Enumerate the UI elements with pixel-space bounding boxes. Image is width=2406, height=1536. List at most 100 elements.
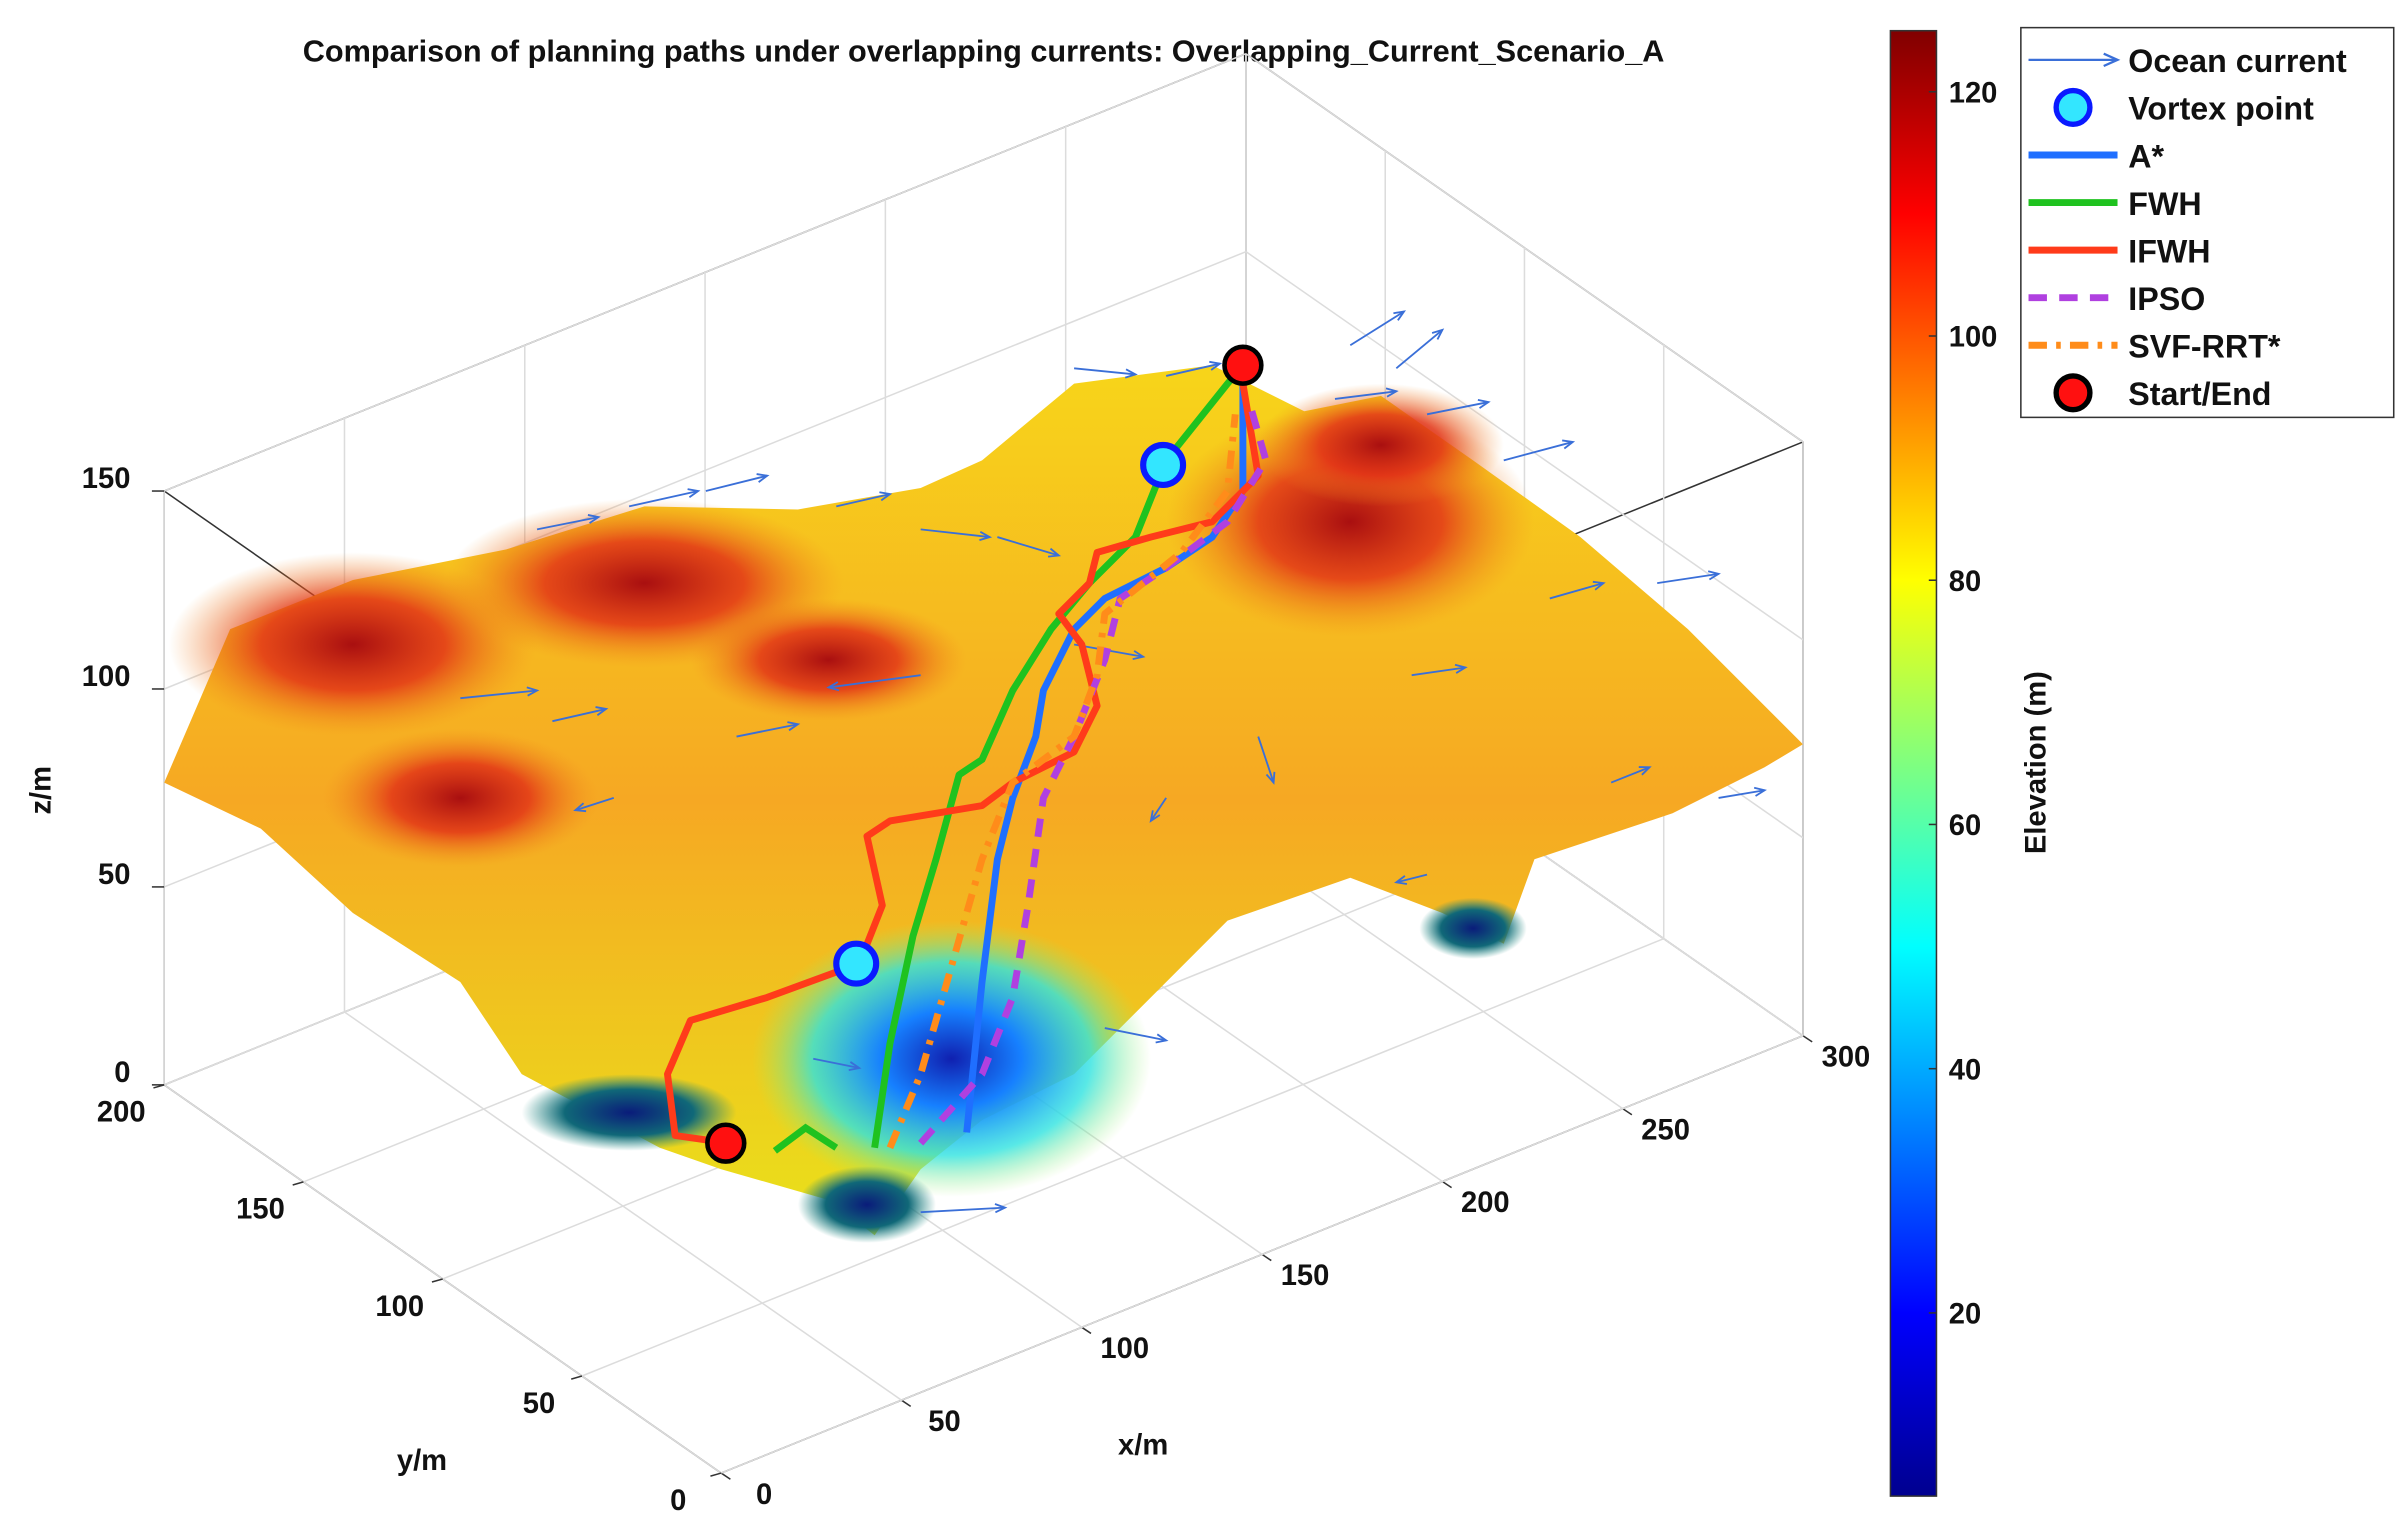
y-tick-label: 0 [670, 1485, 686, 1517]
current-arrow-head [1209, 360, 1223, 371]
current-arrow-head [1132, 650, 1146, 661]
current-arrow [1396, 873, 1428, 884]
current-arrow-head [1124, 368, 1138, 379]
current-arrow-head [1394, 875, 1408, 885]
current-arrow-head [848, 1061, 862, 1072]
z-tick-label: 150 [82, 463, 131, 495]
legend-swatch [2053, 87, 2093, 127]
current-arrow [828, 674, 921, 689]
current-arrow-head [1454, 663, 1468, 674]
tick-mark [1622, 1108, 1633, 1116]
current-arrow-head [1477, 398, 1491, 409]
z-tick-label: 50 [98, 859, 130, 891]
paths [460, 310, 1767, 1214]
current-arrow [836, 493, 891, 508]
x-tick-label: 100 [1100, 1333, 1149, 1365]
current-arrow [628, 490, 699, 508]
current-arrow-head [573, 802, 587, 813]
current-arrow-head [1592, 580, 1606, 591]
colorbar-tick-label: 120 [1949, 78, 1998, 110]
y-tick-label: 150 [236, 1194, 285, 1226]
legend-label: IFWH [2128, 233, 2210, 269]
start-end-point [705, 1122, 747, 1164]
current-arrow [460, 689, 538, 700]
current-arrow-head [994, 1203, 1008, 1214]
current-arrow-head [1562, 439, 1576, 450]
legend-swatch [2103, 52, 2121, 68]
x-tick-label: 0 [756, 1479, 772, 1511]
current-arrow [1395, 329, 1443, 369]
legend: Ocean current Vortex point A* FWH IFWH IPSO SV… [2020, 26, 2395, 419]
vortex-point [833, 940, 880, 987]
current-arrow-head [1149, 810, 1161, 823]
tick-mark [1261, 1253, 1272, 1262]
current-arrow [1426, 401, 1489, 416]
current-arrow-head [756, 473, 770, 483]
legend-label: SVF-RRT* [2128, 329, 2281, 365]
tick-mark [570, 1375, 583, 1380]
current-arrow [1334, 390, 1397, 400]
grid-line [1245, 53, 1804, 443]
current-arrow [1610, 766, 1650, 784]
grid-line [720, 1035, 1804, 1474]
tick-mark [431, 1278, 443, 1283]
current-arrow [1165, 362, 1221, 377]
current-arrow [920, 528, 990, 538]
vortex-point [1140, 441, 1187, 488]
z-axis-label: z/m [26, 766, 58, 815]
current-arrow [1257, 736, 1275, 783]
tick-mark [720, 1472, 731, 1480]
tick-mark [1441, 1180, 1453, 1189]
legend-label: Ocean current [2128, 43, 2347, 79]
colorbar-scale [1889, 29, 1938, 1497]
x-tick-label: 250 [1641, 1114, 1690, 1146]
current-arrow [1503, 441, 1574, 462]
colorbar: 20 40 60 80 100 120 Elevation (m) [1889, 29, 2052, 1497]
current-arrow-head [1047, 547, 1062, 558]
legend-label: FWH [2128, 186, 2201, 222]
legend-label: Vortex point [2128, 91, 2314, 127]
x-tick-label: 200 [1461, 1187, 1510, 1219]
current-arrow-head [1707, 570, 1721, 581]
current-arrow [1074, 367, 1136, 376]
current-arrow-head [687, 488, 701, 499]
current-arrow-head [979, 531, 993, 542]
current-arrow [552, 708, 607, 723]
legend-label: Start/End [2128, 376, 2271, 412]
current-arrow [575, 797, 615, 812]
current-arrow [1718, 789, 1765, 799]
current-arrow [813, 1057, 860, 1069]
colorbar-tick-label: 60 [1949, 810, 1981, 842]
x-tick-label: 50 [928, 1406, 960, 1438]
chart-title: Comparison of planning paths under overl… [303, 33, 1665, 68]
current-arrow [1104, 1027, 1167, 1042]
current-arrow-head [1385, 387, 1399, 398]
planned-path [772, 1123, 839, 1154]
x-tick-label: 150 [1281, 1260, 1330, 1292]
current-arrow-head [879, 491, 893, 502]
start-end-point [1222, 344, 1264, 386]
tick-mark [901, 1399, 912, 1407]
current-arrow-head [587, 514, 601, 524]
current-arrow [997, 536, 1060, 557]
current-arrow [1349, 310, 1405, 347]
current-arrow [1657, 572, 1719, 585]
x-axis-label: x/m [1118, 1430, 1168, 1462]
tick-mark [292, 1181, 304, 1186]
current-arrow [920, 1206, 1006, 1214]
y-tick-label: 50 [523, 1388, 555, 1420]
current-arrow-head [1753, 786, 1767, 797]
current-arrow-head [1155, 1033, 1169, 1044]
tick-mark [710, 1472, 722, 1477]
current-arrow-head [787, 721, 801, 732]
x-tick-label: 300 [1822, 1041, 1871, 1073]
current-arrow-head [595, 706, 609, 716]
grid-line [581, 937, 1665, 1377]
current-arrow [1411, 666, 1466, 677]
y-tick-label: 200 [97, 1097, 146, 1129]
current-arrow [1150, 797, 1167, 822]
current-arrow-head [1638, 766, 1652, 776]
z-tick-label: 0 [114, 1057, 130, 1089]
grid-line [163, 53, 1247, 492]
